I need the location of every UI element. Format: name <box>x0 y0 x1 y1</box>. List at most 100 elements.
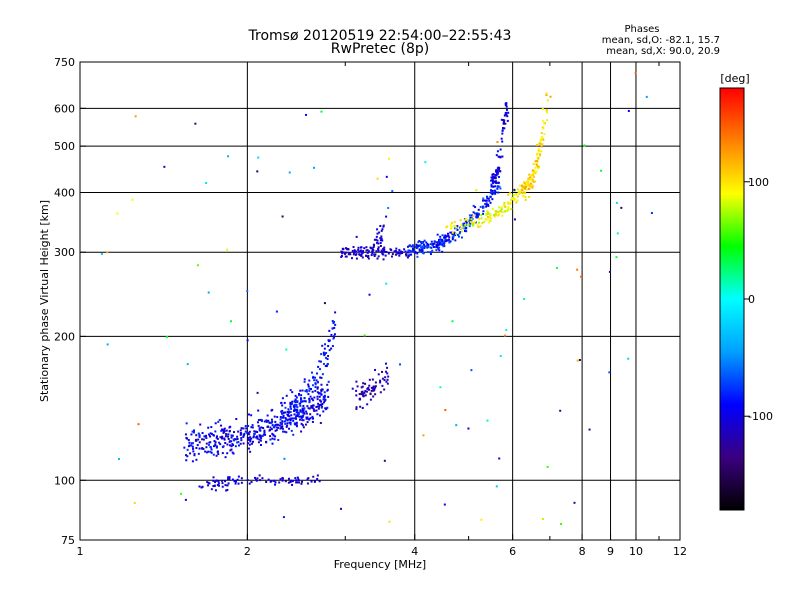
data-point <box>316 413 319 416</box>
colorbar-ticks: 100 0 -100 <box>744 176 773 423</box>
data-point <box>294 394 297 397</box>
data-point <box>361 392 364 395</box>
data-point <box>489 201 492 204</box>
data-point <box>224 442 227 445</box>
data-point <box>274 420 277 423</box>
data-point <box>420 249 423 252</box>
data-point <box>233 438 236 441</box>
data-point <box>242 435 245 438</box>
data-point <box>312 475 315 478</box>
data-point <box>198 447 201 450</box>
data-point <box>372 389 375 392</box>
data-point <box>429 246 432 249</box>
data-point <box>237 482 240 485</box>
data-point <box>616 232 619 235</box>
data-point <box>262 433 265 436</box>
data-point <box>281 427 284 430</box>
data-point <box>496 167 499 170</box>
data-point <box>307 393 310 396</box>
data-point <box>218 441 221 444</box>
data-point <box>204 450 207 453</box>
data-point <box>506 119 509 122</box>
data-point <box>435 245 438 248</box>
data-point <box>217 480 220 483</box>
data-point <box>245 431 248 434</box>
data-point <box>185 459 188 462</box>
data-point <box>340 255 343 258</box>
data-point <box>308 399 311 402</box>
data-point <box>332 337 335 340</box>
data-point <box>275 426 278 429</box>
data-point <box>287 414 290 417</box>
data-point <box>228 478 231 481</box>
data-point <box>361 251 364 254</box>
data-point <box>396 251 399 254</box>
data-point <box>226 248 229 251</box>
data-point <box>319 376 322 379</box>
data-point <box>294 477 297 480</box>
data-point <box>247 413 250 416</box>
data-point <box>291 391 294 394</box>
data-point <box>306 482 309 485</box>
data-point <box>398 251 401 254</box>
data-point <box>318 360 321 363</box>
data-point <box>271 432 274 435</box>
data-point <box>289 389 292 392</box>
data-point <box>482 197 485 200</box>
data-point <box>453 224 456 227</box>
data-point <box>320 406 323 409</box>
data-point <box>511 196 514 199</box>
data-point <box>498 457 501 460</box>
data-point <box>464 226 467 229</box>
data-point <box>498 206 501 209</box>
data-point <box>588 428 591 431</box>
data-point <box>249 440 252 443</box>
data-point <box>106 343 109 346</box>
data-point <box>536 156 539 159</box>
data-point <box>254 478 257 481</box>
data-point <box>316 405 319 408</box>
data-point <box>221 452 224 455</box>
data-point <box>244 430 247 433</box>
data-point <box>230 434 233 437</box>
data-point <box>361 390 364 393</box>
data-point <box>325 365 328 368</box>
data-point <box>271 442 274 445</box>
data-point <box>540 132 543 135</box>
data-point <box>333 333 336 336</box>
data-point <box>302 404 305 407</box>
data-point <box>501 140 504 143</box>
data-point <box>369 398 372 401</box>
data-point <box>307 385 310 388</box>
data-point <box>464 223 467 226</box>
data-point <box>465 221 468 224</box>
data-point <box>491 178 494 181</box>
data-point <box>463 222 466 225</box>
data-point <box>421 251 424 254</box>
data-point <box>518 192 521 195</box>
data-point <box>424 161 427 164</box>
data-point <box>225 434 228 437</box>
data-point <box>539 142 542 145</box>
data-point <box>439 386 442 389</box>
data-point <box>265 420 268 423</box>
data-point <box>265 440 268 443</box>
data-point <box>223 438 226 441</box>
data-point <box>193 453 196 456</box>
data-point <box>487 203 490 206</box>
data-point <box>285 418 288 421</box>
data-point <box>429 243 432 246</box>
data-point <box>332 320 335 323</box>
data-point <box>191 445 194 448</box>
data-point <box>226 484 229 487</box>
data-point <box>189 452 192 455</box>
data-point <box>325 351 328 354</box>
data-point <box>313 166 316 169</box>
data-point <box>359 405 362 408</box>
data-point <box>286 422 289 425</box>
data-point <box>381 239 384 242</box>
data-point <box>524 196 527 199</box>
data-point <box>537 157 540 160</box>
data-point <box>258 474 261 477</box>
data-point <box>493 214 496 217</box>
